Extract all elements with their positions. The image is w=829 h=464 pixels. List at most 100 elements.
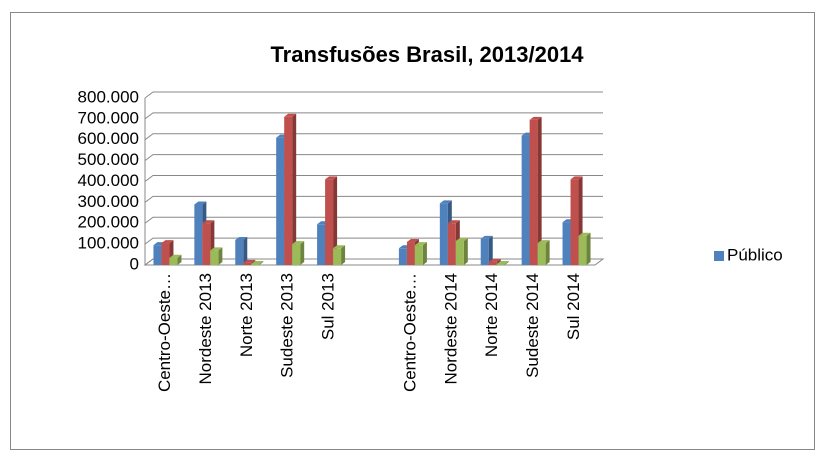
bar-side xyxy=(537,116,542,265)
bar xyxy=(414,242,427,265)
bar-side xyxy=(463,237,468,265)
grid-line xyxy=(144,175,603,182)
legend-label: Público xyxy=(727,245,783,264)
bar xyxy=(169,254,182,265)
bar-front xyxy=(537,243,546,265)
bar-front xyxy=(292,244,301,265)
bar-front xyxy=(333,248,342,265)
y-tick-label: 100.000 xyxy=(78,234,139,253)
bar-front xyxy=(521,135,530,265)
bar-front xyxy=(480,238,489,265)
bar-top xyxy=(251,260,264,264)
bar xyxy=(284,113,297,265)
bar xyxy=(292,241,305,265)
bar xyxy=(537,240,550,265)
bar-top xyxy=(414,242,427,246)
bar-front xyxy=(414,245,423,265)
grid-line xyxy=(144,91,603,99)
bar-top xyxy=(194,201,207,205)
bar xyxy=(480,235,493,265)
x-tick-label: Sul 2013 xyxy=(319,273,338,340)
bar xyxy=(496,260,509,265)
grid-line xyxy=(144,154,603,162)
x-tick-label: Sul 2014 xyxy=(564,273,583,340)
bar-top xyxy=(292,241,305,245)
bar-top xyxy=(496,260,509,264)
grid-line xyxy=(144,216,603,224)
bar-side xyxy=(422,242,427,265)
bar xyxy=(578,232,591,265)
bar-front xyxy=(496,263,505,265)
bar-front xyxy=(153,245,162,265)
bar-top xyxy=(284,113,297,117)
bar-side xyxy=(300,241,305,265)
bar-side xyxy=(341,245,346,265)
bar-top xyxy=(333,245,346,249)
bar-top xyxy=(537,240,550,244)
bar-front xyxy=(447,223,456,265)
chart-title: Transfusões Brasil, 2013/2014 xyxy=(270,42,584,67)
legend-swatch xyxy=(714,251,724,261)
bar-side xyxy=(586,232,591,265)
bar xyxy=(251,260,264,265)
bar-side xyxy=(333,176,338,265)
bar-top xyxy=(235,236,248,240)
x-tick-label: Sudeste 2014 xyxy=(523,273,542,378)
bar xyxy=(235,236,248,265)
x-tick-label: Nordeste 2014 xyxy=(441,273,460,385)
bar-side xyxy=(243,236,248,265)
bar-front xyxy=(406,242,415,265)
bar-front xyxy=(562,222,571,265)
x-tick-label: Norte 2014 xyxy=(482,273,501,357)
bar-top xyxy=(202,220,215,224)
y-tick-label: 0 xyxy=(130,254,139,273)
y-tick-label: 800.000 xyxy=(78,87,139,106)
bar-side xyxy=(292,113,297,265)
bar-front xyxy=(194,204,203,265)
bar-top xyxy=(488,258,501,262)
bar-top xyxy=(529,116,542,120)
bar-top xyxy=(406,239,419,243)
bar-front xyxy=(325,179,334,265)
bar-front xyxy=(276,137,285,265)
bar-front xyxy=(578,235,587,265)
bar-front xyxy=(243,262,252,265)
bar-side xyxy=(545,240,550,265)
bar xyxy=(325,176,338,265)
y-tick-label: 700.000 xyxy=(78,108,139,127)
bar-top xyxy=(325,176,338,180)
y-tick-label: 500.000 xyxy=(78,150,139,169)
bar-top xyxy=(480,235,493,239)
grid-line xyxy=(144,133,603,141)
bar-top xyxy=(161,240,174,244)
bar-front xyxy=(570,179,579,265)
x-tick-label: Centro-Oeste… xyxy=(400,273,419,392)
bar-front xyxy=(235,239,244,265)
bar-side xyxy=(488,235,493,265)
x-tick-label: Norte 2013 xyxy=(237,273,256,357)
y-tick-label: 600.000 xyxy=(78,129,139,148)
x-tick-label: Nordeste 2013 xyxy=(196,273,215,385)
bar-front xyxy=(210,250,219,265)
x-tick-label: Centro-Oeste… xyxy=(155,273,174,392)
bar-front xyxy=(169,257,178,265)
bar xyxy=(333,245,346,265)
y-tick-label: 200.000 xyxy=(78,213,139,232)
bar-front xyxy=(439,203,448,265)
bar xyxy=(455,237,468,265)
grid-line xyxy=(144,112,603,120)
bar xyxy=(210,247,223,265)
bar-front xyxy=(455,240,464,265)
bar-top xyxy=(447,220,460,224)
bar-side xyxy=(177,254,182,265)
bar-top xyxy=(243,259,256,263)
bar-front xyxy=(398,248,407,265)
bar-side xyxy=(259,260,264,265)
bar-front xyxy=(161,243,170,265)
bar-front xyxy=(529,119,538,265)
bar-top xyxy=(570,176,583,180)
bar-top xyxy=(439,200,452,204)
y-tick-label: 300.000 xyxy=(78,192,139,211)
x-tick-label: Sudeste 2013 xyxy=(278,273,297,378)
bar-front xyxy=(488,261,497,265)
